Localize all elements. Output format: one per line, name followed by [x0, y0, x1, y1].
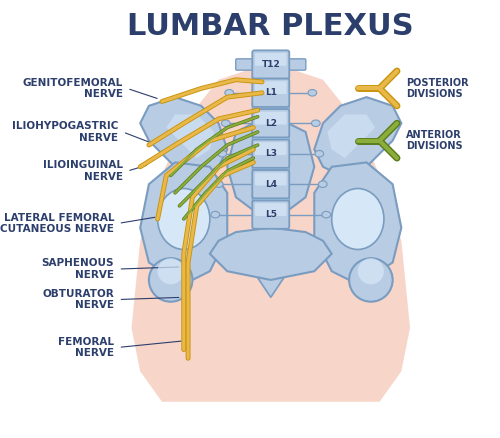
- Ellipse shape: [278, 154, 289, 162]
- Ellipse shape: [225, 89, 234, 96]
- Text: L4: L4: [264, 180, 277, 189]
- Ellipse shape: [252, 176, 263, 184]
- Text: L3: L3: [265, 149, 277, 158]
- Ellipse shape: [214, 181, 223, 187]
- Ellipse shape: [218, 150, 226, 157]
- Ellipse shape: [222, 120, 230, 127]
- FancyBboxPatch shape: [252, 170, 290, 198]
- FancyBboxPatch shape: [255, 203, 286, 216]
- Polygon shape: [227, 115, 314, 210]
- Polygon shape: [314, 162, 402, 284]
- FancyBboxPatch shape: [252, 133, 290, 140]
- Polygon shape: [166, 115, 214, 158]
- FancyBboxPatch shape: [252, 79, 290, 107]
- Ellipse shape: [278, 198, 289, 205]
- FancyBboxPatch shape: [255, 142, 286, 155]
- FancyBboxPatch shape: [252, 109, 290, 138]
- Polygon shape: [328, 115, 375, 158]
- Text: FEMORAL
NERVE: FEMORAL NERVE: [58, 336, 114, 358]
- FancyBboxPatch shape: [236, 59, 256, 70]
- Ellipse shape: [158, 258, 184, 284]
- Text: ANTERIOR
DIVISIONS: ANTERIOR DIVISIONS: [406, 130, 462, 152]
- Polygon shape: [210, 228, 332, 280]
- Text: T12: T12: [262, 60, 280, 69]
- Text: POSTERIOR
DIVISIONS: POSTERIOR DIVISIONS: [406, 78, 468, 99]
- Text: GENITOFEMORAL
NERVE: GENITOFEMORAL NERVE: [22, 78, 123, 99]
- FancyBboxPatch shape: [252, 50, 290, 79]
- FancyBboxPatch shape: [252, 201, 290, 229]
- Polygon shape: [314, 97, 402, 176]
- FancyBboxPatch shape: [255, 112, 286, 124]
- FancyBboxPatch shape: [252, 102, 290, 109]
- Polygon shape: [254, 254, 288, 297]
- Text: L1: L1: [265, 88, 277, 97]
- Polygon shape: [132, 62, 410, 402]
- Ellipse shape: [318, 181, 327, 187]
- FancyBboxPatch shape: [255, 81, 286, 94]
- Polygon shape: [140, 162, 227, 284]
- Ellipse shape: [278, 176, 289, 184]
- Ellipse shape: [149, 258, 192, 302]
- Ellipse shape: [312, 120, 320, 127]
- FancyBboxPatch shape: [252, 194, 290, 201]
- Text: ILIOINGUINAL
NERVE: ILIOINGUINAL NERVE: [43, 160, 123, 182]
- Ellipse shape: [158, 188, 210, 250]
- Ellipse shape: [332, 188, 384, 250]
- Text: ILIOHYPOGASTRIC
NERVE: ILIOHYPOGASTRIC NERVE: [12, 121, 118, 143]
- Ellipse shape: [322, 212, 330, 218]
- Text: SAPHENOUS
NERVE: SAPHENOUS NERVE: [42, 258, 114, 280]
- Ellipse shape: [349, 258, 393, 302]
- Polygon shape: [140, 97, 227, 176]
- FancyBboxPatch shape: [255, 173, 286, 185]
- Ellipse shape: [252, 154, 263, 162]
- FancyBboxPatch shape: [252, 140, 290, 168]
- Ellipse shape: [211, 212, 220, 218]
- Text: OBTURATOR
NERVE: OBTURATOR NERVE: [42, 289, 114, 310]
- Text: LATERAL FEMORAL
CUTANEOUS NERVE: LATERAL FEMORAL CUTANEOUS NERVE: [0, 212, 114, 234]
- Text: LUMBAR PLEXUS: LUMBAR PLEXUS: [128, 12, 414, 41]
- Ellipse shape: [252, 198, 263, 205]
- Ellipse shape: [308, 89, 316, 96]
- FancyBboxPatch shape: [252, 163, 290, 170]
- Ellipse shape: [315, 150, 324, 157]
- FancyBboxPatch shape: [286, 59, 306, 70]
- Text: L2: L2: [265, 119, 277, 128]
- Text: L5: L5: [265, 210, 277, 219]
- FancyBboxPatch shape: [255, 53, 286, 66]
- Ellipse shape: [358, 258, 384, 284]
- FancyBboxPatch shape: [252, 74, 290, 81]
